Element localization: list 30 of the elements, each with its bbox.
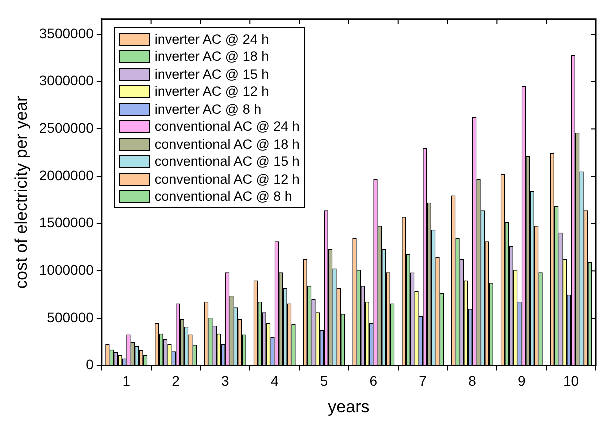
legend-label: conventional AC @ 12 h bbox=[154, 172, 300, 187]
x-tick-label: 7 bbox=[419, 373, 428, 390]
legend-label: inverter AC @ 8 h bbox=[154, 102, 262, 117]
x-tick-label: 2 bbox=[172, 373, 180, 390]
legend-label: conventional AC @ 15 h bbox=[154, 154, 300, 170]
x-tick-label: 3 bbox=[222, 373, 230, 390]
x-tick-label: 1 bbox=[122, 373, 131, 390]
y-tick-label: 3500000 bbox=[39, 25, 94, 42]
x-tick-label: 6 bbox=[370, 373, 378, 390]
legend-label: conventional AC @ 24 h bbox=[154, 119, 300, 134]
x-axis-title: years bbox=[328, 397, 370, 416]
y-tick-label: 500000 bbox=[47, 309, 94, 326]
x-tick-label: 10 bbox=[564, 373, 580, 390]
x-tick-label: 4 bbox=[270, 373, 279, 390]
legend-label: inverter AC @ 24 h bbox=[154, 32, 270, 47]
x-tick-label: 8 bbox=[468, 373, 477, 390]
y-tick-label: 2000000 bbox=[39, 167, 94, 184]
legend-label: inverter AC @ 15 h bbox=[154, 66, 270, 82]
y-axis-title: cost of electricity per year bbox=[12, 96, 31, 289]
y-tick-label: 2500000 bbox=[39, 120, 94, 136]
legend-label: conventional AC @ 18 h bbox=[154, 136, 300, 152]
y-tick-label: 0 bbox=[86, 356, 94, 373]
legend-label: inverter AC @ 18 h bbox=[154, 49, 270, 64]
x-tick-label: 9 bbox=[518, 373, 526, 390]
y-tick-label: 3000000 bbox=[39, 72, 94, 89]
legend-label: inverter AC @ 12 h bbox=[154, 84, 270, 100]
y-tick-label: 1500000 bbox=[39, 214, 94, 231]
legend-label: conventional AC @ 8 h bbox=[154, 189, 292, 204]
y-tick-label: 1000000 bbox=[39, 262, 94, 278]
x-tick-label: 5 bbox=[320, 373, 328, 390]
